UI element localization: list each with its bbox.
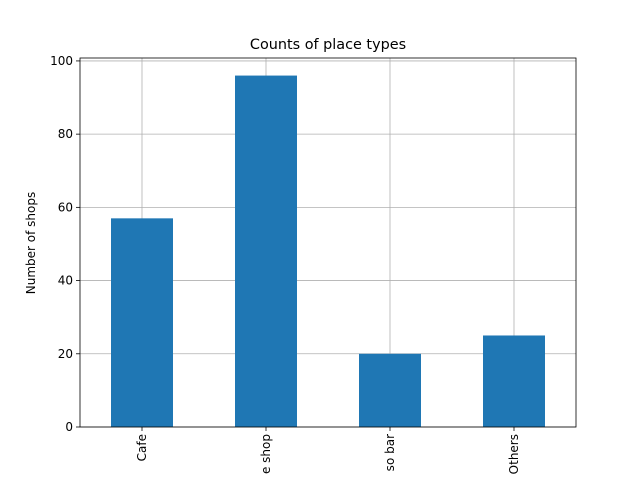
y-tick-label: 20 [58,347,73,361]
y-axis-label: Number of shops [24,192,38,294]
x-tick-label: Others [507,434,521,474]
x-tick-label: so bar [383,434,397,471]
bar [235,75,297,428]
y-tick-label: 0 [65,420,73,434]
bar [483,335,545,427]
y-tick-label: 40 [58,274,73,288]
plot-frame [79,57,577,428]
x-tick-label: Cafe [135,434,149,461]
chart-title: Counts of place types [250,37,406,53]
y-tick-label: 100 [50,54,73,68]
x-tick-label: e shop [259,434,273,474]
bar [359,353,421,427]
y-tick-label: 60 [58,200,73,214]
y-tick-label: 80 [58,127,73,141]
bar [111,218,173,427]
